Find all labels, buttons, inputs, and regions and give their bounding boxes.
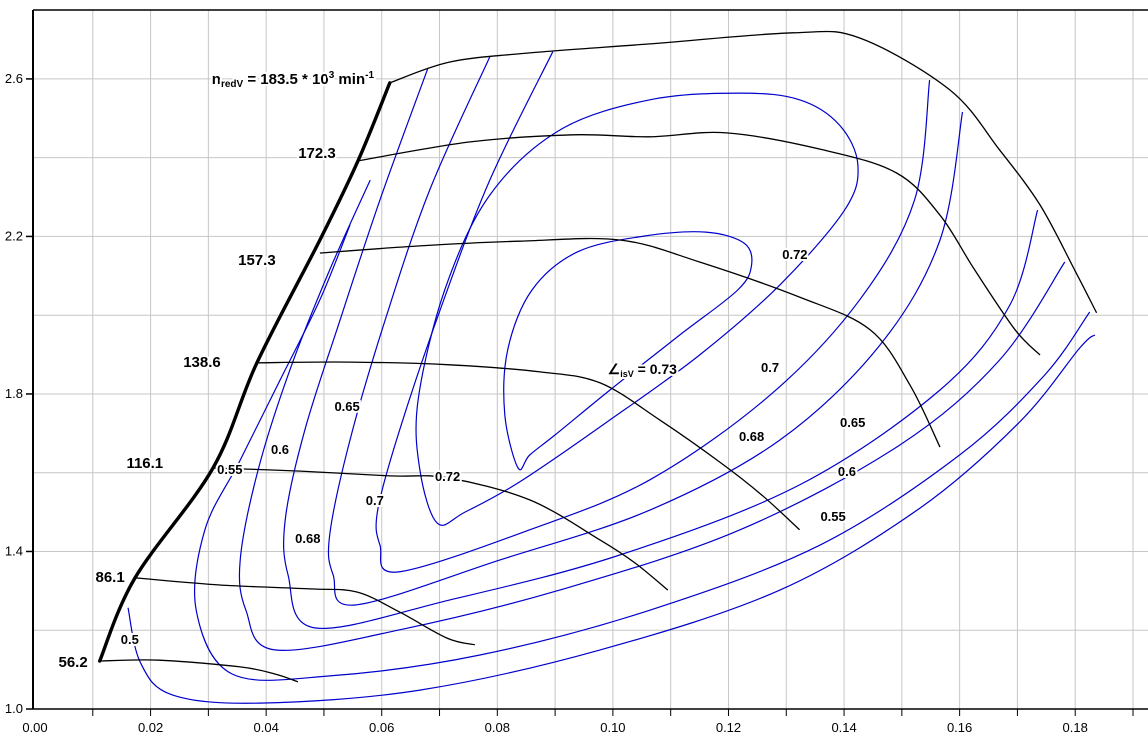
efficiency-contour-0.6 (238, 179, 1066, 651)
y-tick-label: 2.2 (5, 228, 23, 243)
contour-label: 0.7 (366, 493, 384, 508)
efficiency-contour-0.73 (503, 231, 753, 471)
y-tick-label: 2.6 (5, 71, 23, 86)
y-tick-label: 1.4 (5, 544, 23, 559)
contour-label: 0.7 (761, 360, 779, 375)
x-tick-label: 0.04 (254, 720, 279, 735)
speed-line-label: 86.1 (95, 569, 124, 586)
speed-line-172.3 (357, 131, 1041, 356)
efficiency-contour-0.65 (282, 67, 1039, 630)
speed-line-183.5 (389, 30, 1098, 314)
x-tick-label: 0.10 (600, 720, 625, 735)
contour-label: 0.65 (840, 415, 865, 430)
efficiency-contour-0.5 (127, 334, 1096, 704)
efficiency-contour-0.7 (375, 51, 931, 573)
x-tick-label: 0.18 (1063, 720, 1088, 735)
contour-label: 0.55 (217, 462, 242, 477)
contour-label: 0.6 (838, 464, 856, 479)
efficiency-annotation: ∠isV = 0.73 (608, 361, 677, 379)
contour-label: 0.55 (820, 509, 845, 524)
y-tick-label: 1.0 (5, 701, 23, 716)
efficiency-contour-0.55 (194, 224, 1091, 681)
speed-line-116.1 (212, 467, 669, 591)
contour-label: 0.5 (121, 632, 139, 647)
contour-label: 0.68 (295, 531, 320, 546)
speed-line-label: 157.3 (238, 252, 276, 269)
x-tick-label: 0.12 (716, 720, 741, 735)
x-tick-label: 0.06 (369, 720, 394, 735)
speed-line-157.3 (319, 237, 941, 448)
surge-line (98, 81, 392, 663)
contour-label: 0.65 (334, 399, 359, 414)
x-tick-label: 0.00 (22, 720, 47, 735)
contour-label: 0.72 (782, 247, 807, 262)
speed-line-56.2 (99, 659, 299, 683)
x-tick-label: 0.02 (138, 720, 163, 735)
efficiency-contour-0.72 (415, 92, 859, 526)
speed-line-label: 172.3 (298, 145, 336, 162)
speed-line-86.1 (134, 577, 475, 646)
x-tick-label: 0.14 (831, 720, 856, 735)
x-tick-label: 0.08 (485, 720, 510, 735)
contour-label: 0.68 (739, 429, 764, 444)
speed-line-label: 56.2 (58, 654, 87, 671)
speed-annotation: nredV = 183.5 * 103 min-1 (212, 70, 375, 90)
efficiency-contour-0.68 (327, 56, 964, 606)
speed-line-label: 116.1 (126, 455, 163, 472)
contour-label: 0.6 (271, 442, 289, 457)
speed-line-label: 138.6 (183, 354, 221, 371)
contour-label: 0.72 (435, 469, 460, 484)
speed-line-138.6 (256, 361, 801, 531)
y-tick-label: 1.8 (5, 386, 23, 401)
x-tick-label: 0.16 (947, 720, 972, 735)
